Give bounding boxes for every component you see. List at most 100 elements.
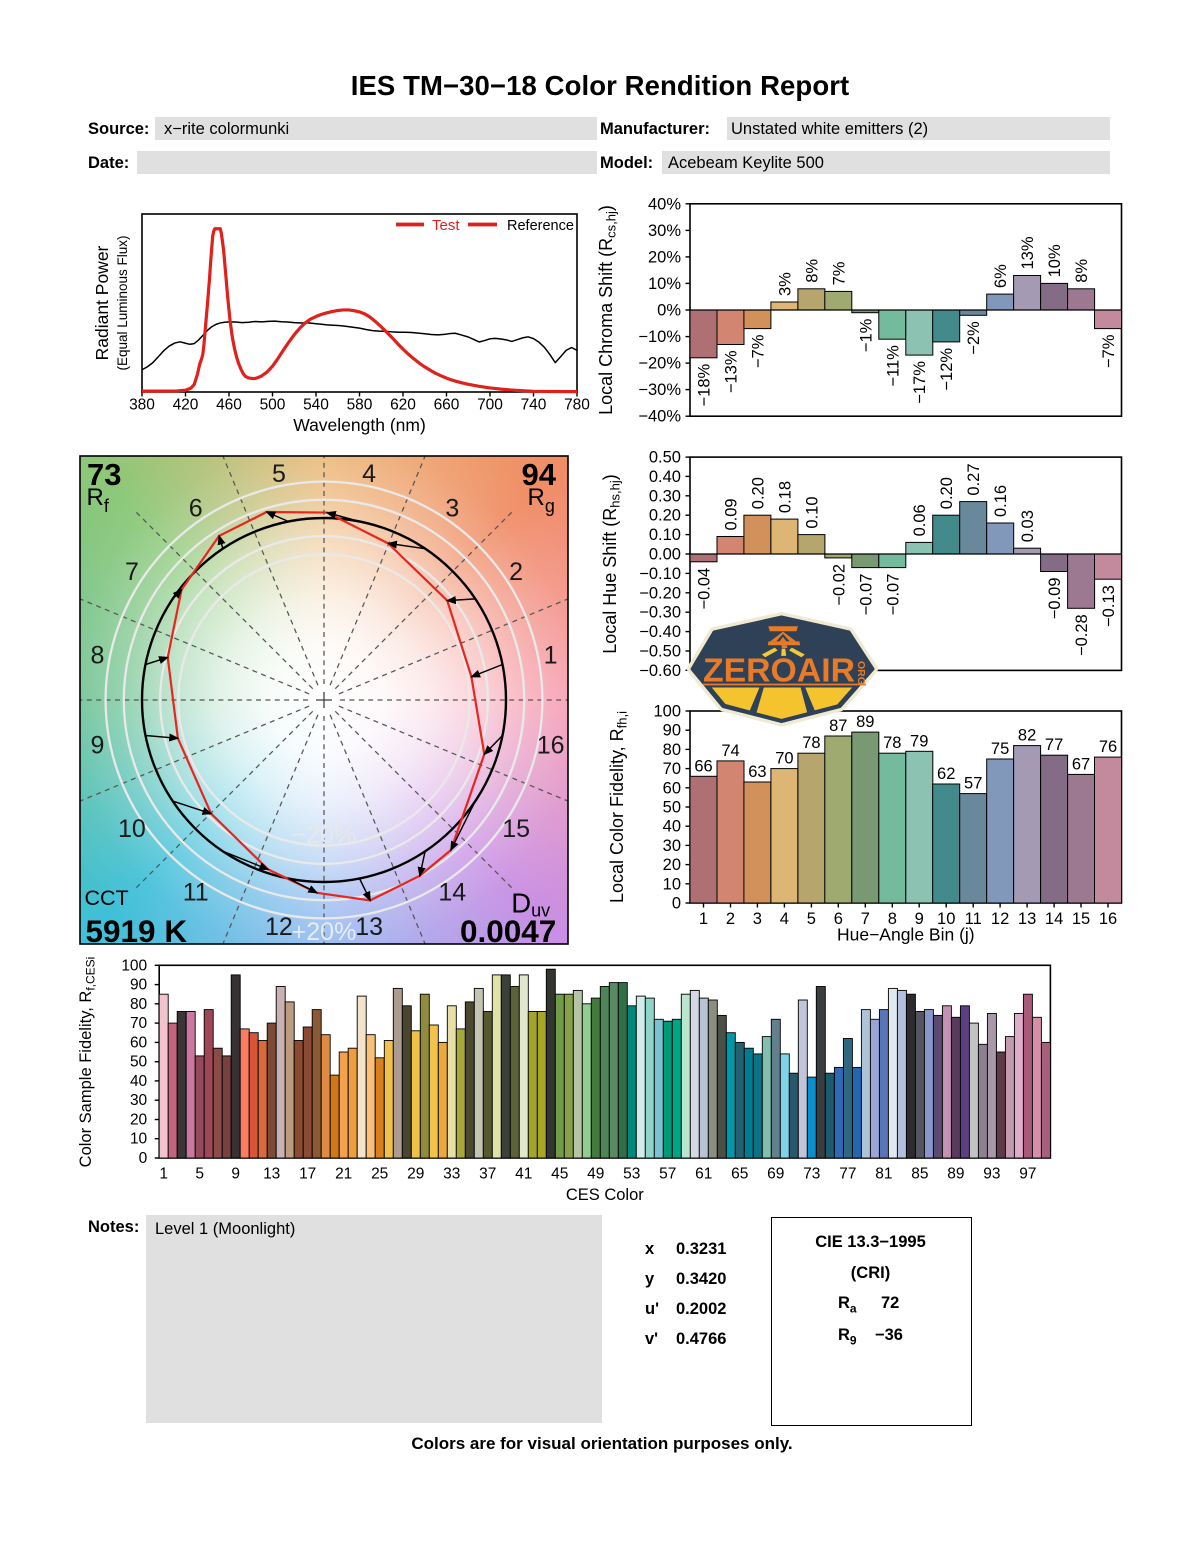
svg-text:−20%: −20%: [638, 355, 681, 373]
svg-text:10: 10: [130, 1131, 148, 1148]
svg-text:45: 45: [551, 1166, 568, 1183]
svg-text:Test: Test: [432, 217, 460, 234]
svg-text:−0.20: −0.20: [639, 584, 681, 602]
svg-text:Color Sample Fidelity, Rf,CESi: Color Sample Fidelity, Rf,CESi: [77, 957, 98, 1168]
svg-text:8: 8: [888, 910, 897, 928]
svg-text:420: 420: [173, 397, 199, 414]
svg-text:−0.28: −0.28: [1073, 614, 1091, 656]
svg-text:0.50: 0.50: [649, 449, 681, 467]
svg-text:67: 67: [1072, 755, 1090, 773]
svg-text:5: 5: [807, 910, 816, 928]
svg-text:−7%: −7%: [749, 334, 767, 368]
svg-text:0.20: 0.20: [749, 477, 767, 509]
svg-text:61: 61: [695, 1166, 712, 1183]
svg-text:11: 11: [183, 879, 209, 907]
svg-text:13%: 13%: [1019, 236, 1037, 269]
svg-text:6: 6: [189, 494, 203, 522]
svg-text:100: 100: [121, 957, 147, 974]
svg-text:5: 5: [195, 1166, 204, 1183]
svg-text:−40%: −40%: [638, 408, 681, 426]
svg-text:74: 74: [721, 742, 739, 760]
svg-text:13: 13: [263, 1166, 280, 1183]
svg-text:+20%: +20%: [292, 918, 357, 946]
svg-text:380: 380: [129, 397, 155, 414]
svg-text:78: 78: [802, 734, 820, 752]
svg-text:−10%: −10%: [638, 328, 681, 346]
svg-text:7: 7: [861, 910, 870, 928]
svg-text:70: 70: [663, 760, 681, 778]
svg-text:540: 540: [303, 397, 329, 414]
svg-text:80: 80: [130, 996, 148, 1013]
svg-text:63: 63: [748, 763, 766, 781]
svg-text:16: 16: [537, 732, 565, 760]
svg-text:−17%: −17%: [911, 361, 929, 404]
svg-text:Local Hue Shift (Rhs,hj): Local Hue Shift (Rhs,hj): [600, 474, 623, 654]
svg-text:−0.50: −0.50: [639, 643, 681, 661]
svg-text:57: 57: [659, 1166, 676, 1183]
svg-text:78: 78: [883, 734, 901, 752]
svg-text:49: 49: [587, 1166, 604, 1183]
svg-text:30%: 30%: [648, 222, 681, 240]
svg-text:25: 25: [371, 1166, 388, 1183]
svg-text:5: 5: [272, 460, 286, 488]
svg-text:−13%: −13%: [723, 350, 741, 393]
svg-text:0.40: 0.40: [649, 468, 681, 486]
svg-text:0: 0: [672, 895, 681, 913]
svg-text:−0.60: −0.60: [639, 662, 681, 680]
svg-text:0.09: 0.09: [723, 498, 741, 530]
svg-text:CCT: CCT: [85, 886, 129, 910]
svg-text:50: 50: [663, 799, 681, 817]
svg-text:9: 9: [231, 1166, 240, 1183]
svg-text:90: 90: [130, 977, 148, 994]
svg-text:40%: 40%: [648, 195, 681, 213]
svg-text:780: 780: [564, 397, 590, 414]
svg-text:33: 33: [443, 1166, 460, 1183]
svg-text:−18%: −18%: [696, 363, 714, 406]
svg-text:0%: 0%: [657, 302, 681, 320]
svg-text:−0.02: −0.02: [830, 564, 848, 606]
svg-text:460: 460: [216, 397, 242, 414]
svg-text:21: 21: [335, 1166, 352, 1183]
svg-text:10%: 10%: [648, 275, 681, 293]
svg-text:8%: 8%: [803, 259, 821, 283]
svg-text:81: 81: [875, 1166, 892, 1183]
svg-text:−1%: −1%: [857, 318, 875, 352]
svg-text:75: 75: [991, 740, 1009, 758]
svg-text:8%: 8%: [1073, 259, 1091, 283]
svg-text:−0.07: −0.07: [857, 574, 875, 616]
svg-text:73: 73: [87, 457, 121, 492]
svg-text:85: 85: [911, 1166, 928, 1183]
svg-text:70: 70: [130, 1015, 148, 1032]
svg-text:1: 1: [699, 910, 708, 928]
svg-text:−0.09: −0.09: [1046, 578, 1064, 620]
svg-text:17: 17: [299, 1166, 316, 1183]
svg-text:13: 13: [1018, 910, 1036, 928]
svg-text:14: 14: [438, 879, 466, 907]
svg-text:89: 89: [856, 713, 874, 731]
svg-text:10: 10: [663, 875, 681, 893]
svg-text:41: 41: [515, 1166, 532, 1183]
svg-text:500: 500: [260, 397, 286, 414]
svg-text:8: 8: [90, 641, 104, 669]
svg-text:1: 1: [159, 1166, 168, 1183]
svg-text:7%: 7%: [830, 261, 848, 285]
svg-text:ORG: ORG: [855, 661, 867, 685]
svg-text:Reference: Reference: [507, 218, 574, 234]
svg-text:12: 12: [265, 913, 293, 941]
svg-text:20: 20: [663, 856, 681, 874]
svg-text:65: 65: [731, 1166, 748, 1183]
svg-text:−0.30: −0.30: [639, 604, 681, 622]
svg-text:580: 580: [347, 397, 373, 414]
svg-text:9: 9: [915, 910, 924, 928]
svg-text:29: 29: [407, 1166, 424, 1183]
svg-text:89: 89: [947, 1166, 964, 1183]
svg-text:70: 70: [775, 750, 793, 768]
svg-text:−0.10: −0.10: [639, 565, 681, 583]
svg-text:−11%: −11%: [884, 345, 902, 387]
svg-text:20: 20: [130, 1112, 148, 1129]
svg-text:77: 77: [839, 1166, 856, 1183]
svg-text:76: 76: [1099, 738, 1117, 756]
svg-text:Local Color Fidelity, Rfh,i: Local Color Fidelity, Rfh,i: [607, 711, 630, 903]
svg-text:62: 62: [937, 765, 955, 783]
svg-text:12: 12: [991, 910, 1009, 928]
